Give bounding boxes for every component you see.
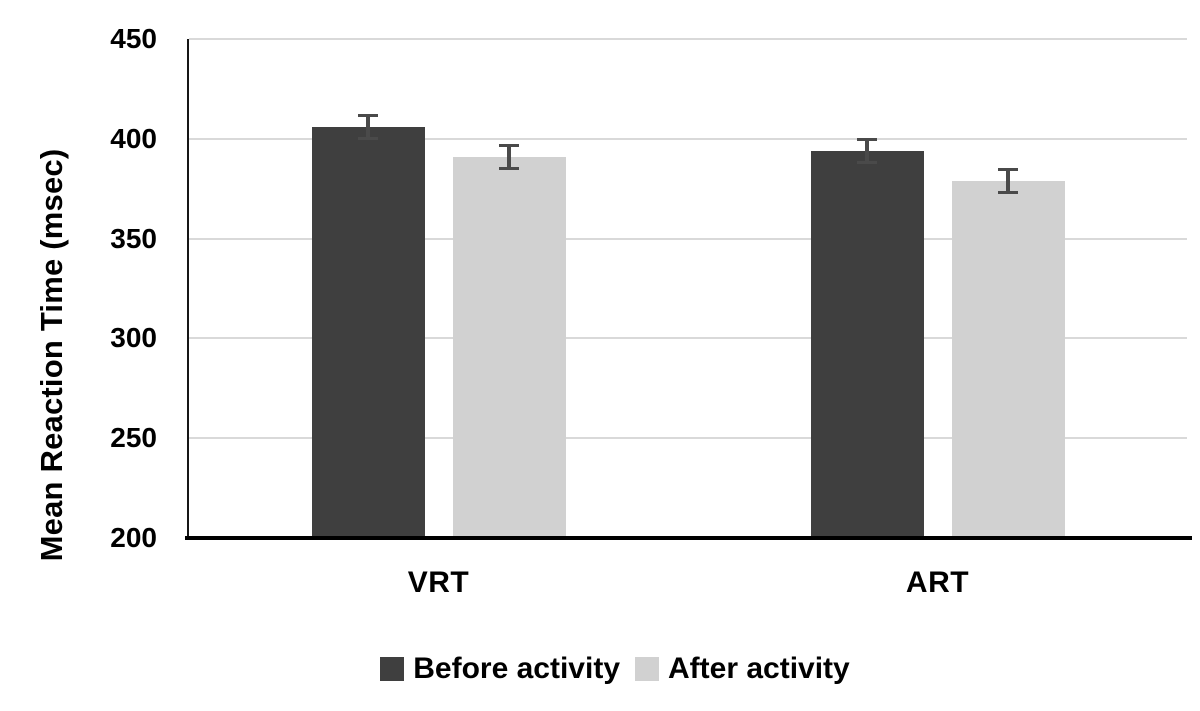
legend-swatch-after-activity [635,657,659,681]
y-tick-label: 250 [110,422,157,454]
x-axis-line [185,536,1192,540]
y-gridline [189,337,1187,340]
bar-after-activity-vrt [452,156,566,538]
y-gridline [189,437,1187,440]
legend-swatch-before-activity [380,657,405,681]
error-bar-cap [998,167,1018,171]
legend-item-after-activity: After activity [635,652,850,686]
x-category-label-vrt: VRT [407,566,470,599]
error-bar-cap [857,137,877,141]
y-gridline [189,237,1187,240]
y-axis-tick-labels: 200 250 300 350 400 450 [0,0,157,711]
x-category-label-art: ART [905,566,970,599]
error-bar-cap [358,136,378,140]
y-tick-label: 400 [110,122,157,154]
legend: Before activity After activity [0,648,1200,690]
y-tick-label: 350 [110,222,157,254]
legend-label-before-activity: Before activity [413,652,620,685]
error-bar-cap [998,190,1018,194]
error-bar-cap [857,160,877,164]
y-gridline [189,137,1187,140]
y-tick-label: 300 [110,322,157,354]
error-bar-stem [366,114,370,139]
bar-after-activity-art [951,180,1065,538]
error-bar-cap [358,113,378,117]
y-gridline [189,38,1187,40]
y-tick-label: 200 [110,522,157,553]
plot-area [189,38,1187,538]
error-bar-cap [499,143,519,147]
error-bar-stem [865,138,869,163]
error-bar-cap [499,166,519,170]
bar-before-activity-art [810,150,924,538]
error-bar-stem [507,144,511,169]
y-axis-line [187,39,189,540]
legend-item-before-activity: Before activity [380,652,620,686]
y-tick-label: 450 [110,23,157,54]
error-bar-stem [1006,168,1010,193]
bar-before-activity-vrt [311,126,425,538]
legend-label-after-activity: After activity [668,652,850,685]
